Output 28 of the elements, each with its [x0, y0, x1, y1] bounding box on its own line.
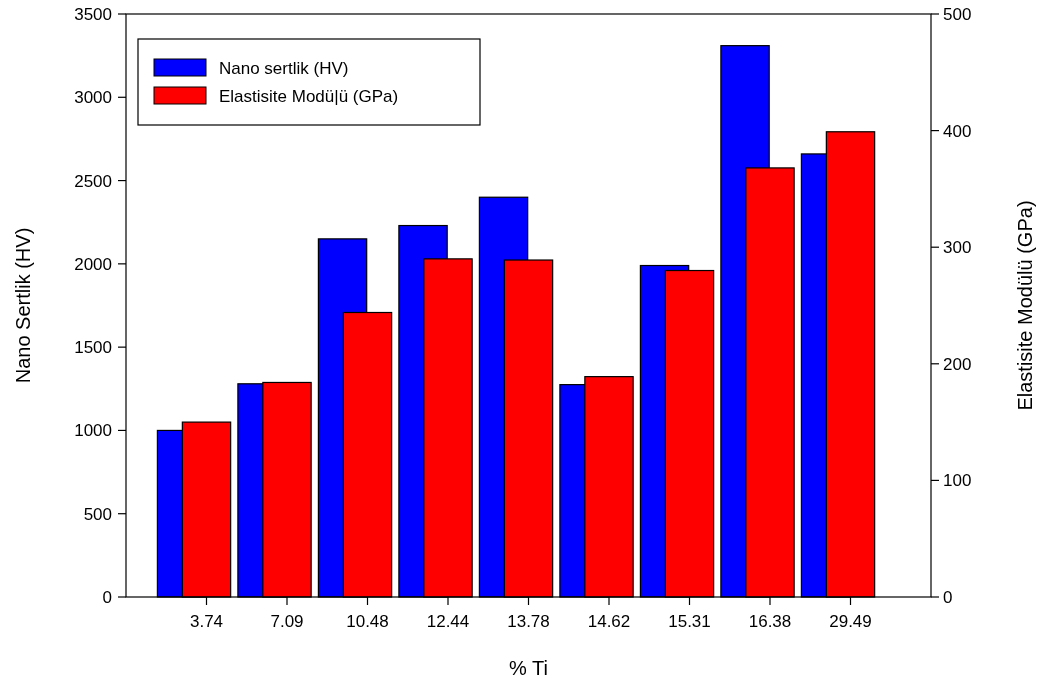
- x-tick-label: 13.78: [507, 612, 550, 631]
- x-axis-title: % Ti: [509, 657, 548, 679]
- y-axis-title: Nano Sertlik (HV): [12, 227, 34, 384]
- y-tick-label: 500: [83, 504, 112, 524]
- x-tick-label: 10.48: [346, 612, 389, 631]
- y2-axis-title: Elastisite Modülü (GPa): [1014, 200, 1036, 411]
- y-tick-label: 1000: [74, 421, 112, 441]
- x-tick-label: 7.09: [270, 612, 304, 631]
- x-tick-label: 29.49: [829, 612, 872, 631]
- y2-tick-label: 300: [943, 238, 972, 258]
- legend-label: Nano sertlik (HV): [219, 58, 349, 78]
- y2-tick-label: 100: [943, 471, 972, 491]
- x-tick-label: 15.31: [668, 612, 711, 631]
- x-tick-label: 16.38: [748, 612, 792, 631]
- y2-tick-label: 500: [943, 4, 972, 24]
- y-tick-label: 1500: [74, 338, 112, 358]
- y-tick-label: 0: [102, 587, 112, 607]
- y2-tick-label: 0: [943, 587, 953, 607]
- x-tick-label: 3.74: [189, 612, 224, 631]
- x-tick-label: 12.44: [426, 612, 470, 631]
- y-tick-label: 3000: [74, 88, 112, 108]
- y2-tick-label: 400: [943, 121, 972, 141]
- y-tick-label: 2000: [74, 254, 112, 274]
- y2-tick-label: 200: [943, 354, 972, 374]
- y-tick-label: 2500: [74, 171, 112, 191]
- legend-label: Elastisite Modü|ü (GPa): [219, 86, 399, 106]
- x-tick-label: 14.62: [587, 612, 631, 631]
- y-tick-label: 3500: [74, 4, 112, 24]
